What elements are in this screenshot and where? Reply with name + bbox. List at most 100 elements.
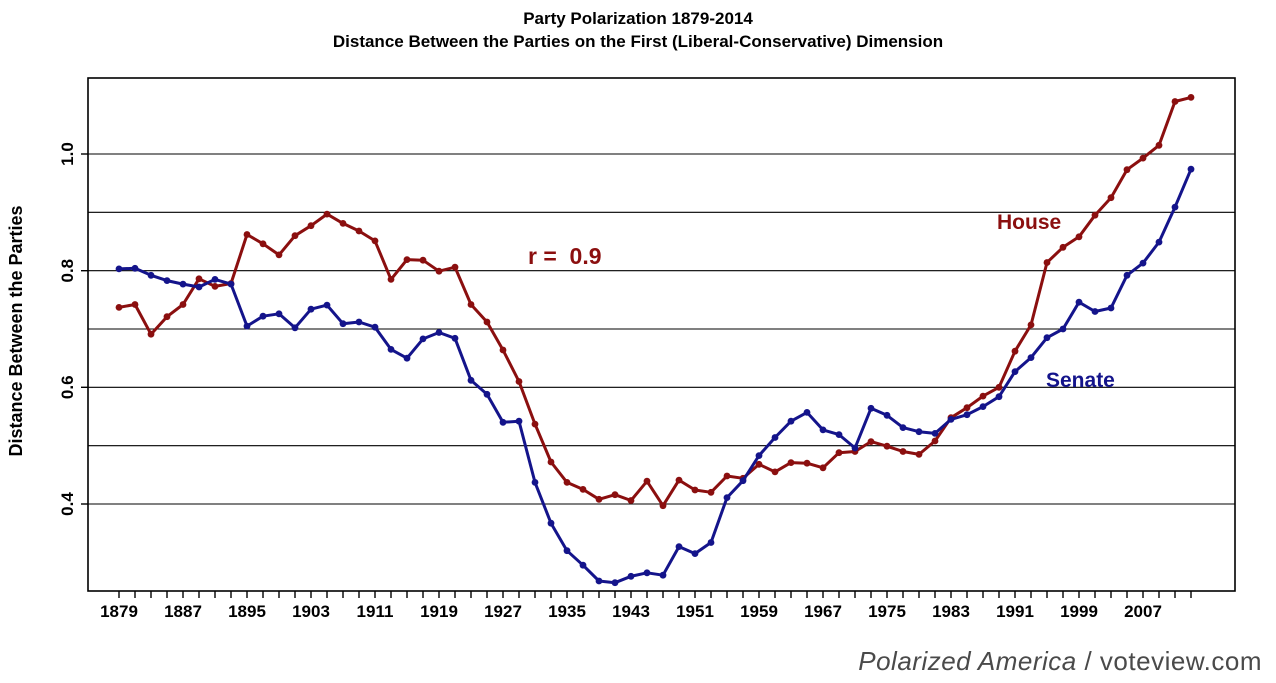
data-point-senate [227, 280, 235, 288]
y-axis-title: Distance Between the Parties [6, 205, 26, 456]
x-tick-label: 1951 [676, 602, 714, 621]
data-point-senate [1107, 304, 1115, 312]
data-point-house [131, 301, 139, 308]
data-point-senate [1123, 271, 1131, 279]
data-point-senate [515, 417, 523, 425]
data-point-house [691, 486, 699, 494]
data-point-house [803, 459, 811, 467]
y-tick-label: 0.6 [58, 375, 77, 399]
data-point-senate [1027, 354, 1035, 361]
data-point-house [115, 304, 123, 311]
data-point-senate [403, 354, 411, 362]
data-point-senate [451, 334, 459, 342]
source-credit-name: Polarized America [858, 646, 1077, 676]
x-tick-label: 1999 [1060, 602, 1098, 621]
data-point-house [899, 448, 907, 455]
data-point-senate [1043, 334, 1051, 342]
x-axis-tick-labels: 1879 1887 1895 1903 1911 1919 1927 1935 1943 1951… [100, 602, 1162, 621]
data-point-house [275, 251, 283, 259]
data-point-senate [243, 322, 251, 330]
data-point-senate [355, 318, 363, 326]
y-axis-ticks [81, 153, 88, 505]
x-tick-label: 1911 [357, 602, 394, 621]
data-point-senate [851, 444, 859, 452]
data-point-house [883, 442, 891, 450]
series-line-senate [117, 167, 1193, 585]
data-point-house [195, 275, 203, 283]
data-point-senate [931, 430, 939, 437]
data-point-house [643, 477, 651, 485]
data-point-senate [467, 376, 475, 384]
gridlines [88, 153, 1235, 505]
data-point-senate [579, 561, 587, 569]
y-axis-tick-labels: 0.4 0.6 0.8 1.0 [58, 142, 77, 516]
data-point-senate [1091, 308, 1099, 315]
data-point-senate [691, 550, 699, 557]
y-tick-label: 1.0 [58, 142, 77, 166]
data-point-house [243, 231, 251, 238]
data-point-house [723, 472, 731, 480]
data-point-house [659, 502, 667, 510]
data-point-house [1059, 243, 1067, 251]
data-point-house [451, 263, 459, 271]
data-point-house [1011, 347, 1019, 355]
data-point-senate [819, 426, 827, 434]
data-point-house [1187, 94, 1195, 101]
data-point-house [931, 437, 939, 445]
data-point-house [307, 222, 315, 230]
data-point-senate [659, 571, 667, 579]
data-point-senate [1171, 203, 1179, 211]
house-series-label: House [997, 211, 1062, 234]
data-point-senate [1139, 259, 1147, 267]
data-point-senate [387, 346, 395, 353]
data-point-senate [835, 431, 843, 438]
data-point-house [355, 227, 363, 235]
data-point-senate [323, 301, 331, 309]
data-point-house [963, 404, 971, 412]
data-point-house [1107, 194, 1115, 202]
data-point-house [979, 392, 987, 400]
data-point-senate [1187, 165, 1195, 173]
data-point-house [707, 488, 715, 496]
x-tick-label: 1983 [932, 602, 970, 621]
data-point-house [1155, 141, 1163, 149]
data-point-senate [339, 320, 347, 328]
data-point-house [675, 476, 683, 484]
data-point-senate [947, 416, 955, 423]
x-tick-label: 1935 [548, 602, 586, 621]
data-point-house [499, 346, 507, 354]
data-point-house [771, 468, 779, 476]
data-point-senate [483, 390, 491, 398]
data-point-senate [211, 276, 219, 283]
data-point-house [915, 451, 923, 458]
data-point-house [867, 438, 875, 445]
data-series-layer [115, 94, 1195, 587]
data-point-senate [371, 323, 379, 331]
data-point-senate [275, 310, 283, 318]
data-point-house [387, 276, 395, 283]
data-point-house [1091, 211, 1099, 219]
data-point-senate [755, 452, 763, 459]
data-point-senate [1011, 368, 1019, 375]
data-point-senate [803, 409, 811, 416]
x-tick-label: 1967 [804, 602, 842, 621]
plot-border [87, 77, 1236, 592]
data-point-senate [595, 577, 603, 585]
data-point-senate [963, 411, 971, 419]
data-point-senate [979, 403, 987, 410]
data-point-house [435, 267, 443, 275]
data-point-house [1139, 154, 1147, 162]
data-point-senate [115, 265, 123, 273]
data-point-senate [883, 411, 891, 419]
x-tick-label: 1879 [100, 602, 138, 621]
data-point-senate [707, 539, 715, 546]
data-point-senate [611, 579, 619, 587]
data-point-house [531, 420, 539, 428]
data-point-house [291, 232, 299, 240]
data-point-house [515, 378, 523, 385]
data-point-senate [259, 312, 267, 320]
x-tick-label: 1959 [740, 602, 778, 621]
data-point-senate [867, 404, 875, 412]
